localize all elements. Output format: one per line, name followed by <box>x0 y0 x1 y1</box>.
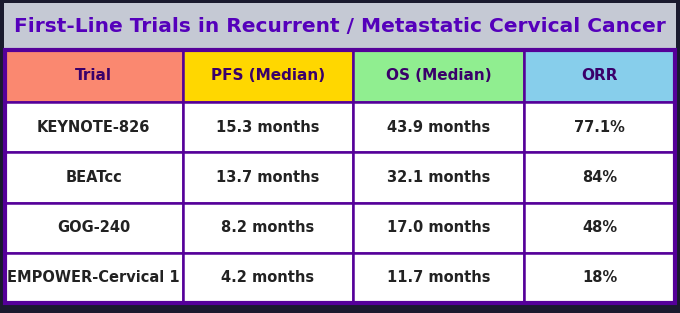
Bar <box>182 50 354 102</box>
Text: First-Line Trials in Recurrent / Metastatic Cervical Cancer: First-Line Trials in Recurrent / Metasta… <box>14 17 666 36</box>
Text: BEATcc: BEATcc <box>65 170 122 185</box>
Bar <box>182 203 354 253</box>
Bar <box>5 50 182 102</box>
Text: 11.7 months: 11.7 months <box>387 270 490 285</box>
Bar <box>5 152 182 203</box>
Bar <box>524 203 675 253</box>
Bar <box>524 50 675 102</box>
Bar <box>524 253 675 303</box>
Text: 48%: 48% <box>582 220 617 235</box>
Bar <box>4 3 676 50</box>
Bar <box>354 203 524 253</box>
Text: 15.3 months: 15.3 months <box>216 120 320 135</box>
Bar <box>182 253 354 303</box>
Bar <box>5 102 182 152</box>
Text: 4.2 months: 4.2 months <box>222 270 315 285</box>
Text: Trial: Trial <box>75 69 112 84</box>
Text: GOG-240: GOG-240 <box>57 220 131 235</box>
Bar <box>5 203 182 253</box>
Bar <box>182 152 354 203</box>
Text: 18%: 18% <box>582 270 617 285</box>
Bar <box>524 102 675 152</box>
Bar <box>5 50 675 303</box>
Bar <box>5 253 182 303</box>
Bar <box>354 50 524 102</box>
Text: 84%: 84% <box>582 170 617 185</box>
Text: KEYNOTE-826: KEYNOTE-826 <box>37 120 150 135</box>
Text: 17.0 months: 17.0 months <box>387 220 490 235</box>
Bar <box>354 152 524 203</box>
Bar <box>354 253 524 303</box>
Text: OS (Median): OS (Median) <box>386 69 492 84</box>
Text: PFS (Median): PFS (Median) <box>211 69 325 84</box>
Text: 43.9 months: 43.9 months <box>387 120 490 135</box>
Text: 32.1 months: 32.1 months <box>387 170 490 185</box>
Bar <box>354 102 524 152</box>
Text: ORR: ORR <box>581 69 618 84</box>
Text: EMPOWER-Cervical 1: EMPOWER-Cervical 1 <box>7 270 180 285</box>
Text: 77.1%: 77.1% <box>574 120 625 135</box>
Text: 8.2 months: 8.2 months <box>222 220 315 235</box>
Text: 13.7 months: 13.7 months <box>216 170 320 185</box>
Bar <box>524 152 675 203</box>
Bar <box>182 102 354 152</box>
